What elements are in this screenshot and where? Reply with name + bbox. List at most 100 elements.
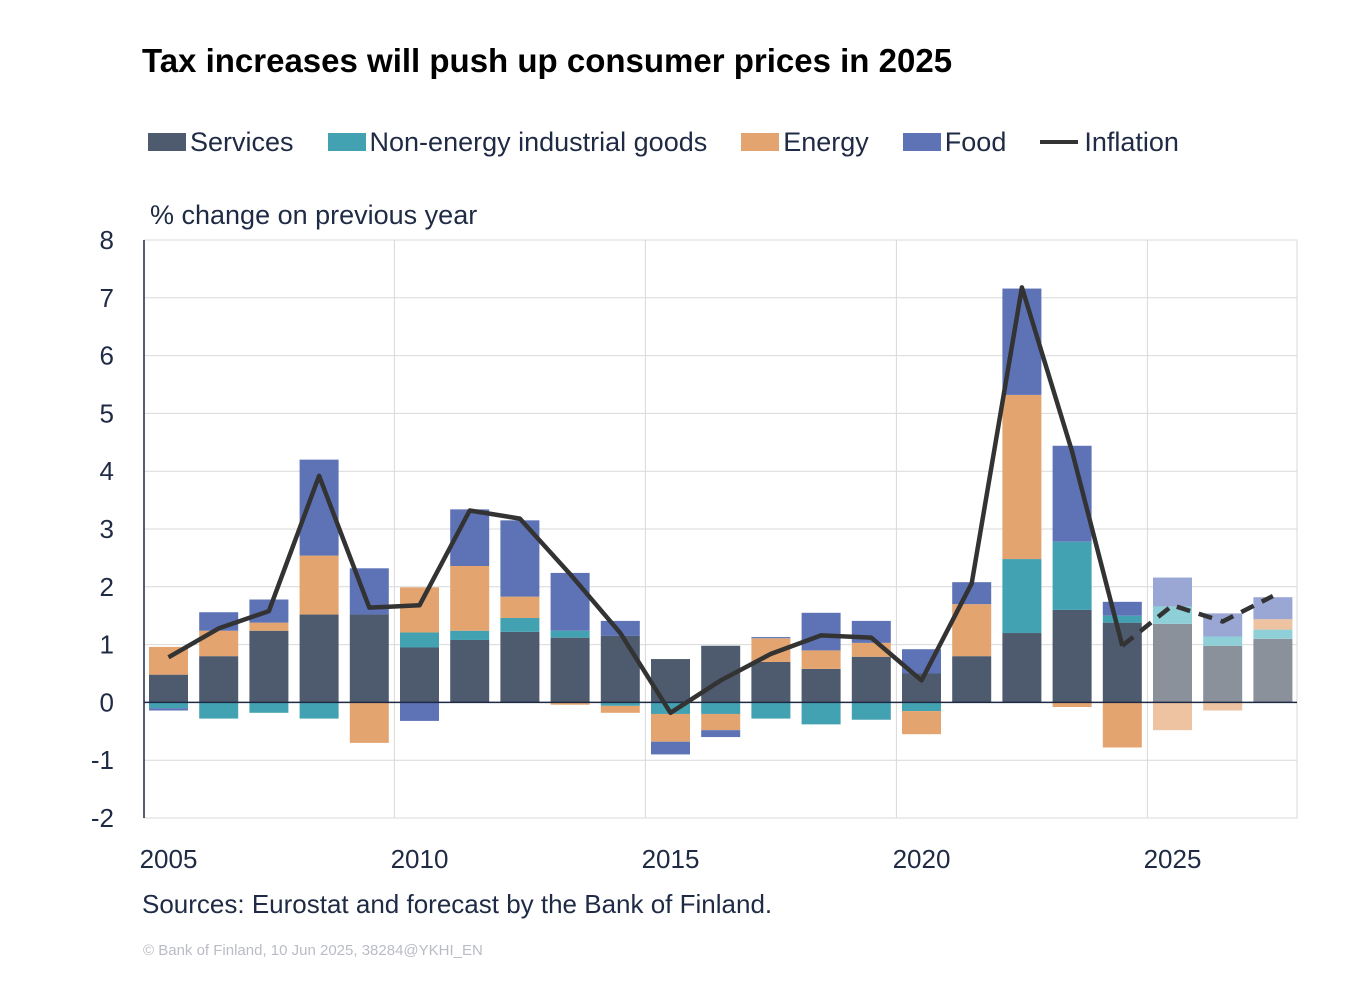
bar-energy-2014 <box>600 705 640 713</box>
bar-energy-2009 <box>349 702 389 743</box>
y-tick-label: 1 <box>100 630 114 660</box>
legend-label: Food <box>944 126 1007 157</box>
bar-services-2012 <box>500 631 540 703</box>
bar-services-2005 <box>149 674 188 703</box>
legend-item-food: Food <box>902 126 1007 158</box>
bar-non-energy-industrial-goods-2014 <box>600 702 640 706</box>
bar-energy-2013 <box>550 702 590 705</box>
bar-non-energy-industrial-goods-2012 <box>500 618 540 632</box>
bar-energy-2016 <box>701 713 741 731</box>
bar-non-energy-industrial-goods-2017 <box>751 702 791 719</box>
bar-energy-2010 <box>400 587 439 633</box>
bar-services-2023 <box>1052 609 1092 703</box>
x-tick-label: 2010 <box>391 844 449 874</box>
x-tick-label: 2025 <box>1144 844 1202 874</box>
source-note: Sources: Eurostat and forecast by the Ba… <box>142 889 773 919</box>
bar-services-2027 <box>1253 638 1293 703</box>
bar-food-2015 <box>651 741 690 755</box>
bar-energy-2012 <box>500 596 540 619</box>
legend-swatch <box>327 133 366 151</box>
copyright-note: © Bank of Finland, 10 Jun 2025, 38284@YK… <box>143 942 483 959</box>
bar-energy-2017 <box>751 638 791 662</box>
bar-non-energy-industrial-goods-2024 <box>1102 615 1142 623</box>
x-tick-label: 2020 <box>893 844 951 874</box>
bar-services-2011 <box>450 639 490 703</box>
bar-services-2007 <box>249 630 289 703</box>
bar-services-2008 <box>299 614 339 703</box>
legend-label: Energy <box>783 126 869 157</box>
bar-energy-2027 <box>1253 619 1293 630</box>
y-tick-label: 8 <box>100 225 114 255</box>
y-tick-label: 5 <box>100 398 114 428</box>
y-tick-label: 6 <box>100 341 114 371</box>
y-tick-label: 0 <box>100 687 114 717</box>
bar-non-energy-industrial-goods-2013 <box>550 630 590 638</box>
bar-energy-2007 <box>249 622 289 631</box>
bar-services-2014 <box>600 635 640 703</box>
bar-non-energy-industrial-goods-2026 <box>1203 636 1243 646</box>
legend-item-services: Services <box>148 127 294 158</box>
bar-energy-2023 <box>1052 702 1092 708</box>
bar-non-energy-industrial-goods-2007 <box>249 702 289 713</box>
legend-item-non-energy-industrial-goods: Non-energy industrial goods <box>327 127 707 158</box>
bar-energy-2022 <box>1002 394 1042 560</box>
y-tick-label: 7 <box>100 283 114 313</box>
bar-services-2017 <box>751 661 791 703</box>
y-axis-label: % change on previous year <box>150 200 478 230</box>
inflation-forecast-line <box>1120 594 1274 648</box>
bar-services-2024 <box>1102 622 1142 703</box>
bar-food-2026 <box>1203 613 1243 637</box>
bar-non-energy-industrial-goods-2011 <box>450 630 490 640</box>
bar-energy-2008 <box>299 555 339 615</box>
bar-services-2006 <box>199 656 239 703</box>
chart-title: Tax increases will push up consumer pric… <box>142 42 953 79</box>
legend-item-inflation: Inflation <box>1040 127 1179 158</box>
bar-non-energy-industrial-goods-2018 <box>801 702 841 725</box>
bar-non-energy-industrial-goods-2023 <box>1052 541 1092 610</box>
bar-services-2013 <box>550 637 590 703</box>
y-tick-label: -1 <box>91 745 114 775</box>
legend-swatch <box>902 133 941 151</box>
bar-services-2018 <box>801 668 841 703</box>
bar-non-energy-industrial-goods-2020 <box>902 702 941 712</box>
bar-energy-2011 <box>450 565 490 631</box>
bar-energy-2025 <box>1153 702 1192 731</box>
x-tick-label: 2015 <box>642 844 700 874</box>
bar-food-2013 <box>550 572 590 631</box>
bar-non-energy-industrial-goods-2008 <box>299 702 339 719</box>
bar-non-energy-industrial-goods-2010 <box>400 632 439 648</box>
bar-services-2009 <box>349 614 389 703</box>
bar-services-2010 <box>400 647 439 703</box>
bar-energy-2018 <box>801 650 841 669</box>
y-tick-label: 4 <box>100 456 114 486</box>
legend-label: Services <box>190 126 294 157</box>
legend: Services Non-energy industrial goods Energ… <box>148 124 1213 160</box>
bar-energy-2015 <box>651 713 690 742</box>
bar-services-2026 <box>1203 645 1243 703</box>
legend-swatch <box>1040 140 1079 144</box>
y-tick-label: 2 <box>100 572 114 602</box>
bar-non-energy-industrial-goods-2022 <box>1002 559 1042 634</box>
inflation-line <box>167 285 1125 716</box>
bar-food-2010 <box>400 702 439 721</box>
bar-energy-2024 <box>1102 702 1142 748</box>
bar-food-2018 <box>801 612 841 651</box>
bar-energy-2026 <box>1203 702 1243 711</box>
bar-services-2025 <box>1153 623 1192 703</box>
bar-non-energy-industrial-goods-2016 <box>701 702 741 714</box>
bar-non-energy-industrial-goods-2006 <box>199 702 239 719</box>
bar-food-2016 <box>701 730 741 738</box>
bar-non-energy-industrial-goods-2027 <box>1253 629 1293 639</box>
bar-energy-2020 <box>902 711 941 735</box>
legend-swatch <box>741 133 780 151</box>
bar-food-2005 <box>149 708 188 711</box>
bar-food-2025 <box>1153 577 1192 607</box>
legend-swatch <box>148 133 186 151</box>
bar-non-energy-industrial-goods-2005 <box>149 702 188 709</box>
x-tick-label: 2005 <box>140 844 198 874</box>
bar-services-2015 <box>651 659 690 703</box>
legend-label: Inflation <box>1084 126 1179 157</box>
bar-non-energy-industrial-goods-2015 <box>651 702 690 714</box>
bar-food-2027 <box>1253 597 1293 620</box>
